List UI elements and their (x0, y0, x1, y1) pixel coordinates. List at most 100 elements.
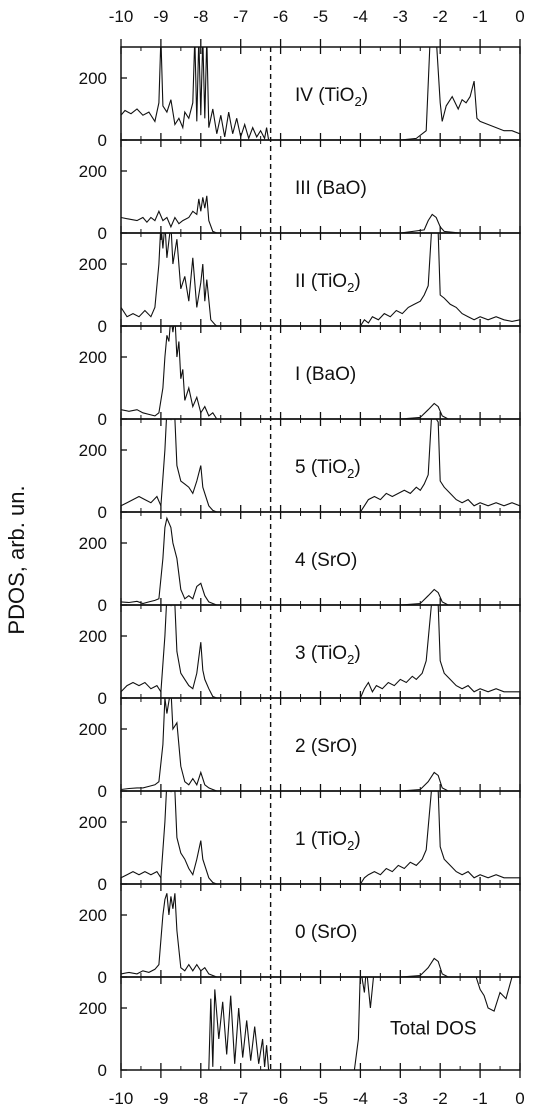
y-tick-label: 0 (98, 131, 107, 150)
panel-label-main: 4 (SrO) (295, 550, 357, 571)
y-tick-label: 200 (79, 720, 107, 739)
panel-7: 0 200 2 (SrO) (79, 697, 521, 801)
y-tick-label: 0 (98, 596, 107, 615)
y-tick-label: 0 (98, 224, 107, 243)
x-tick-label-top: -8 (193, 7, 208, 26)
pdos-curve (121, 605, 520, 698)
x-tick-label-bottom: -4 (353, 1089, 368, 1108)
x-tick-label-top: 0 (515, 7, 524, 26)
x-tick-label-bottom: -3 (393, 1089, 408, 1108)
panel-label-main: 0 (SrO) (295, 922, 357, 943)
panel-label-subscript: 2 (347, 838, 354, 853)
x-tick-label-top: -2 (433, 7, 448, 26)
panel-8: 0 200 1 (TiO2) (79, 790, 521, 894)
x-tick-label-bottom: -5 (313, 1089, 328, 1108)
panel-label: 5 (TiO2) (295, 457, 361, 481)
y-tick-label: 200 (79, 906, 107, 925)
panel-label-tail: ) (362, 85, 368, 106)
pdos-curve (121, 195, 520, 233)
x-tick-label-bottom: -1 (473, 1089, 488, 1108)
panel-label: II (TiO2) (295, 271, 361, 295)
y-tick-label: 0 (98, 689, 107, 708)
x-tick-label-bottom: -10 (109, 1089, 134, 1108)
pdos-curve (121, 419, 520, 512)
panel-label: 0 (SrO) (295, 922, 357, 943)
panel-label: Total DOS (390, 1019, 477, 1040)
x-tick-label-top: -4 (353, 7, 368, 26)
panel-label-main: 2 (SrO) (295, 736, 357, 757)
panel-label-tail: ) (354, 829, 360, 850)
y-tick-label: 0 (98, 875, 107, 894)
x-tick-label-top: -10 (109, 7, 134, 26)
panel-label-tail: ) (354, 271, 360, 292)
y-tick-label: 0 (98, 1061, 107, 1080)
panel-label-subscript: 2 (347, 280, 354, 295)
y-tick-label: 200 (79, 813, 107, 832)
panel-10: 0 200 Total DOS (79, 976, 521, 1080)
y-tick-label: 0 (98, 317, 107, 336)
pdos-curve (121, 516, 520, 605)
y-tick-label: 0 (98, 503, 107, 522)
pdos-curve (121, 233, 520, 326)
y-tick-label: 0 (98, 782, 107, 801)
panel-label: 2 (SrO) (295, 736, 357, 757)
panel-label-main: IV (TiO (295, 85, 354, 106)
x-tick-label-bottom: -2 (433, 1089, 448, 1108)
panel-6: 0 200 3 (TiO2) (79, 604, 521, 708)
x-tick-label-top: -1 (473, 7, 488, 26)
panel-label-main: 1 (TiO (295, 829, 347, 850)
panel-2: 0 200 II (TiO2) (79, 232, 521, 336)
y-tick-label: 200 (79, 162, 107, 181)
panel-4: 0 200 5 (TiO2) (79, 418, 521, 522)
y-tick-label: 200 (79, 534, 107, 553)
y-tick-label: 200 (79, 69, 107, 88)
panel-3: 0 200 I (BaO) (79, 325, 521, 429)
pdos-curve (121, 893, 520, 977)
panel-label: IV (TiO2) (295, 85, 368, 109)
x-tick-label-bottom: -7 (233, 1089, 248, 1108)
pdos-curve (121, 326, 520, 419)
panel-label: 4 (SrO) (295, 550, 357, 571)
y-tick-label: 0 (98, 410, 107, 429)
panel-label-main: I (BaO) (295, 364, 356, 385)
panel-label: 3 (TiO2) (295, 643, 361, 667)
panel-0: 0 200 IV (TiO2) (79, 46, 521, 150)
panel-label-tail: ) (354, 643, 360, 664)
pdos-curve (121, 791, 520, 884)
pdos-curve (121, 698, 520, 791)
x-tick-label-top: -5 (313, 7, 328, 26)
y-tick-label: 0 (98, 968, 107, 987)
panel-9: 0 200 0 (SrO) (79, 883, 521, 987)
panel-label-main: 5 (TiO (295, 457, 347, 478)
panel-label-main: III (BaO) (295, 178, 367, 199)
y-tick-label: 200 (79, 627, 107, 646)
y-tick-label: 200 (79, 255, 107, 274)
panel-label-main: Total DOS (390, 1019, 477, 1040)
x-tick-label-bottom: -8 (193, 1089, 208, 1108)
panel-label: I (BaO) (295, 364, 356, 385)
panel-label-subscript: 2 (354, 94, 361, 109)
panel-1: 0 200 III (BaO) (79, 139, 521, 243)
y-tick-label: 200 (79, 441, 107, 460)
x-tick-label-top: -9 (153, 7, 168, 26)
y-axis-label: PDOS, arb. un. (4, 485, 29, 634)
panel-label-tail: ) (354, 457, 360, 478)
panel-label: III (BaO) (295, 178, 367, 199)
pdos-curve (121, 47, 520, 140)
y-tick-label: 200 (79, 999, 107, 1018)
x-tick-label-bottom: -9 (153, 1089, 168, 1108)
x-tick-label-bottom: 0 (515, 1089, 524, 1108)
panel-label-main: II (TiO (295, 271, 347, 292)
panel-5: 0 200 4 (SrO) (79, 511, 521, 615)
panel-label-subscript: 2 (347, 466, 354, 481)
x-tick-label-top: -7 (233, 7, 248, 26)
x-tick-label-top: -3 (393, 7, 408, 26)
y-tick-label: 200 (79, 348, 107, 367)
axis-layer: -10-10-9-9-8-8-7-7-6-6-5-5-4-4-3-3-2-2-1… (109, 7, 525, 1108)
x-tick-label-bottom: -6 (273, 1089, 288, 1108)
pdos-curve (208, 977, 513, 1070)
panel-label-main: 3 (TiO (295, 643, 347, 664)
panel-label: 1 (TiO2) (295, 829, 361, 853)
